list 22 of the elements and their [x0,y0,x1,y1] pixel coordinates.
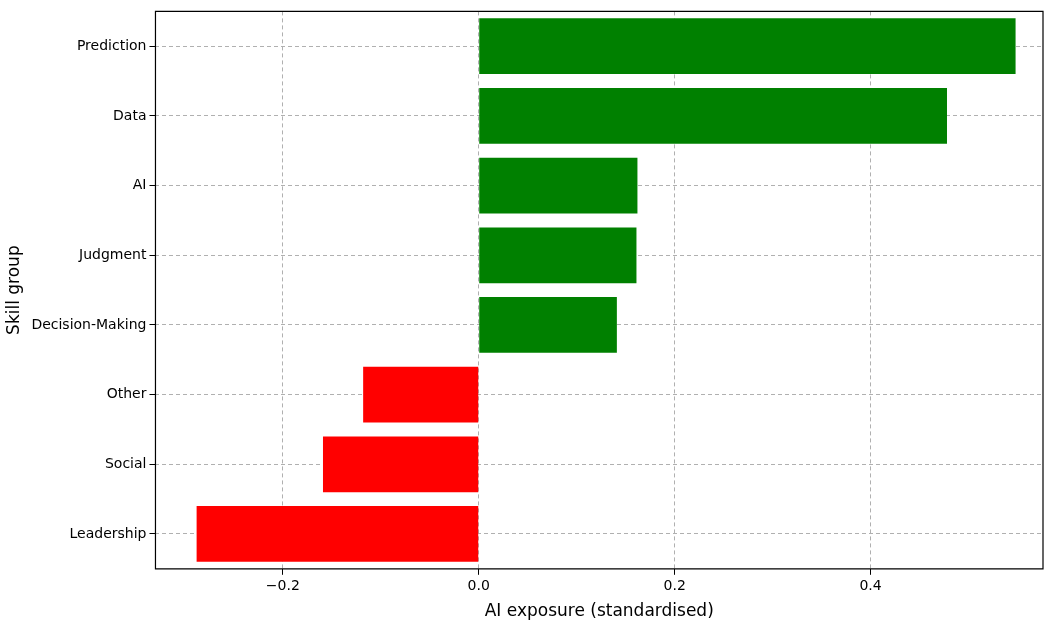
bar [322,436,479,493]
y-tick-label: Decision-Making [31,315,147,332]
x-tick-label: 0.0 [467,576,490,593]
y-axis-title: Skill group [2,245,23,335]
bar [479,88,947,144]
x-tick-label: 0.4 [859,576,882,593]
y-tick-label: Leadership [69,524,147,541]
x-tick-label: 0.2 [663,576,686,593]
y-tick-label: Social [104,454,147,471]
bar [196,506,479,562]
x-axis-title: AI exposure (standardised) [484,600,714,621]
y-tick-label: Other [106,385,147,402]
bar [479,157,638,214]
y-tick-label: Judgment [78,245,147,262]
y-tick-label: Prediction [76,36,147,53]
y-tick-label: Data [113,106,147,123]
bar [479,297,617,353]
bar [479,18,1016,75]
x-tick-label: −0.2 [265,576,300,593]
bar [479,227,637,284]
bar [363,366,479,423]
y-tick-label: AI [132,176,147,193]
